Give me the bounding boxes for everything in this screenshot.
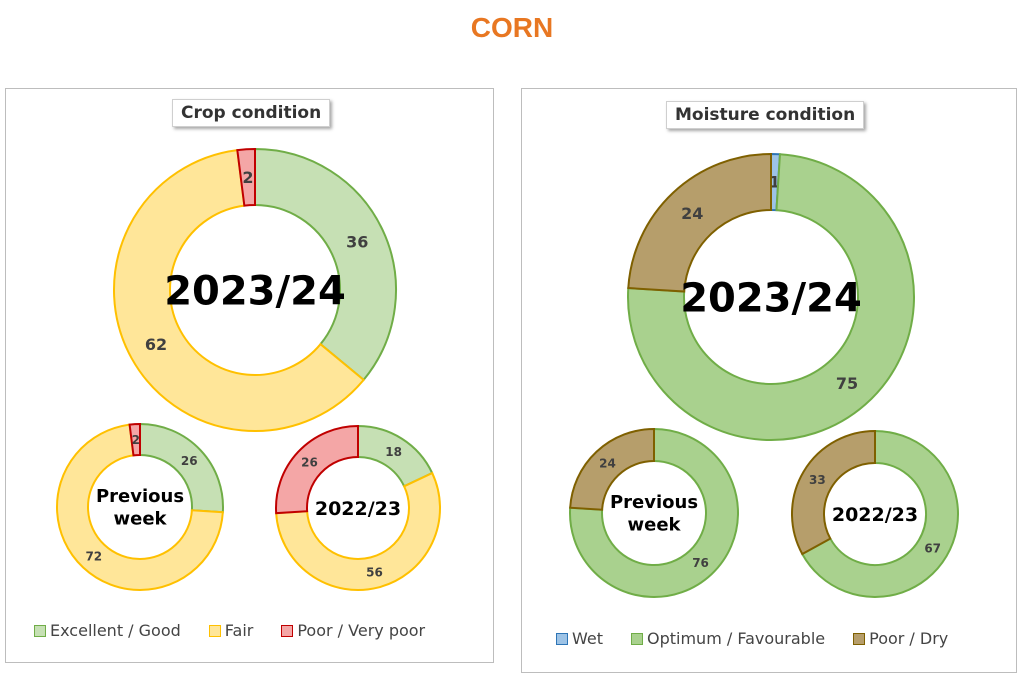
crop-2022-23-slice-poor-very-poor — [275, 424, 359, 515]
legend-item-wet: Wet — [556, 629, 603, 648]
moisture-previous-week-slice-poor-dry — [569, 427, 655, 511]
moisture-2023-24-label-poor-dry: 24 — [681, 204, 703, 223]
moisture-previous-week-label-poor-dry: 24 — [599, 457, 616, 471]
legend-item-fair: Fair — [208, 621, 254, 640]
crop-2022-23-label-fair: 56 — [366, 566, 383, 580]
crop-2022-23-slice-fair — [275, 471, 441, 591]
crop-donut-2023-24: 36 62 2 2023/24 — [113, 147, 397, 432]
legend-swatch-poor-dry — [853, 632, 866, 645]
moisture-condition-title: Moisture condition — [666, 101, 865, 129]
moisture-previous-week-label-optimum-favourable: 76 — [692, 556, 709, 570]
legend-label-poor-dry: Poor / Dry — [869, 629, 949, 648]
crop-2023-24-slice-poor-very-poor — [236, 147, 256, 207]
crop-2023-24-label-excellent-good: 36 — [346, 232, 368, 251]
moisture-2022-23-slice-optimum-favourable — [800, 429, 959, 598]
moisture-donut-2022-23: 67 33 2022/23 — [791, 429, 959, 598]
legend-item-poor-very-poor: Poor / Very poor — [281, 621, 425, 640]
legend-swatch-excellent-good — [34, 624, 46, 637]
crop-previous-week-label-poor-very-poor: 2 — [132, 433, 140, 447]
crop-previous-week-label-excellent-good: 26 — [181, 454, 198, 468]
crop-center-label-previous-week: Previous week — [96, 486, 184, 529]
moisture-donut-2023-24: 1 75 24 2023/24 — [627, 152, 915, 441]
moisture-condition-panel: 1 75 24 2023/24 76 24 Previous week 67 33 2022/23 … — [521, 88, 1017, 673]
crop-2022-23-label-excellent-good: 18 — [385, 445, 402, 459]
moisture-2022-23-slice-poor-dry — [791, 429, 876, 556]
legend-label-poor-very-poor: Poor / Very poor — [297, 621, 426, 640]
legend-label-wet: Wet — [572, 629, 603, 648]
crop-condition-title: Crop condition — [172, 99, 331, 127]
moisture-2023-24-label-wet: 1 — [769, 173, 780, 192]
moisture-donut-previous-week: 76 24 Previous week — [569, 427, 739, 598]
moisture-center-label-2022-23: 2022/23 — [832, 504, 918, 526]
crop-condition-chart: 36 62 2 2023/24 26 72 2 Previous week 18 56 26 2022/… — [56, 147, 441, 591]
moisture-previous-week-slice-optimum-favourable — [569, 427, 739, 598]
crop-center-label-2022-23: 2022/23 — [315, 498, 401, 520]
moisture-center-label-previous-week: Previous week — [610, 492, 698, 535]
crop-2023-24-slice-fair — [113, 148, 366, 432]
crop-previous-week-label-fair: 72 — [85, 549, 102, 563]
moisture-condition-legend: Wet Optimum / Favourable Poor / Dry — [556, 629, 948, 648]
legend-swatch-optimum-favourable — [631, 632, 643, 645]
legend-item-poor-dry: Poor / Dry — [853, 629, 948, 648]
crop-2023-24-slice-excellent-good — [254, 147, 397, 382]
legend-label-optimum-favourable: Optimum / Favourable — [647, 629, 826, 648]
legend-swatch-wet — [556, 632, 568, 645]
moisture-2022-23-label-poor-dry: 33 — [809, 473, 826, 487]
legend-swatch-fair — [208, 624, 221, 637]
crop-previous-week-slice-fair — [56, 423, 224, 591]
crop-2023-24-label-poor-very-poor: 2 — [242, 168, 253, 187]
crop-donut-2022-23: 18 56 26 2022/23 — [275, 424, 441, 591]
moisture-center-label-2023-24: 2023/24 — [680, 275, 862, 321]
legend-label-excellent-good: Excellent / Good — [50, 621, 181, 640]
crop-2022-23-label-poor-very-poor: 26 — [301, 456, 318, 470]
legend-label-fair: Fair — [224, 621, 254, 640]
moisture-2023-24-slice-poor-dry — [627, 152, 772, 293]
legend-item-optimum-favourable: Optimum / Favourable — [631, 629, 825, 648]
crop-condition-panel: 36 62 2 2023/24 26 72 2 Previous week 18 56 26 2022/… — [5, 88, 494, 663]
crop-center-label-2023-24: 2023/24 — [164, 268, 346, 314]
crop-donut-previous-week: 26 72 2 Previous week — [56, 422, 224, 591]
legend-item-excellent-good: Excellent / Good — [34, 621, 181, 640]
moisture-2023-24-slice-optimum-favourable — [627, 153, 915, 441]
crop-2023-24-label-fair: 62 — [145, 335, 167, 354]
legend-swatch-poor-very-poor — [281, 624, 294, 637]
crop-condition-legend: Excellent / Good Fair Poor / Very poor — [34, 621, 425, 640]
page-title: CORN — [470, 12, 554, 43]
moisture-2023-24-label-optimum-favourable: 75 — [836, 374, 858, 393]
moisture-condition-chart: 1 75 24 2023/24 76 24 Previous week 67 33 2022/23 — [569, 152, 959, 598]
moisture-2022-23-label-optimum-favourable: 67 — [924, 541, 941, 555]
crop-previous-week-slice-poor-very-poor — [128, 422, 141, 457]
